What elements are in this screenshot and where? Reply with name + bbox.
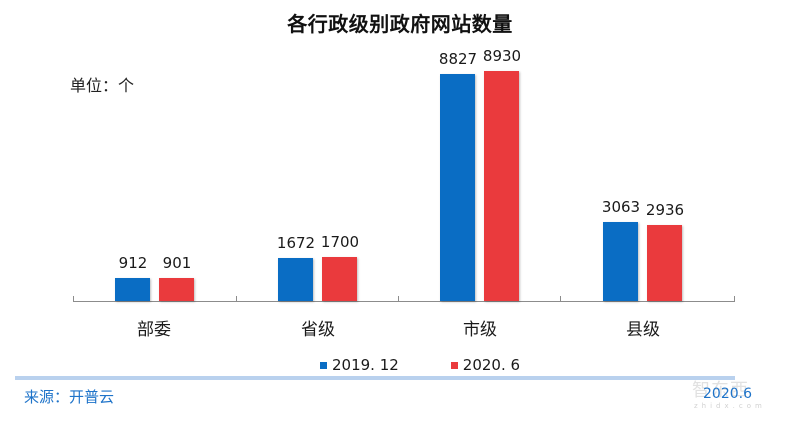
date-label: 2020.6 (703, 386, 752, 402)
bar-2020-county (647, 225, 682, 301)
legend-swatch-red-icon (450, 361, 458, 369)
value-label: 2936 (645, 201, 685, 219)
legend-swatch-blue-icon (320, 361, 327, 369)
legend-item-2020: 2020. 6 (450, 356, 521, 374)
axis-tick (398, 296, 399, 302)
bar-2020-bw (159, 278, 194, 301)
category-label-bw: 部委 (137, 320, 171, 340)
watermark-url: zhidx.com (694, 402, 766, 410)
value-label: 1672 (276, 234, 316, 252)
category-label-province: 省级 (301, 320, 335, 340)
category-label-county: 县级 (626, 320, 660, 340)
axis-tick (73, 296, 74, 302)
axis-tick (734, 296, 735, 302)
bar-2019-city (440, 74, 475, 301)
x-axis-line (73, 301, 735, 302)
value-label: 1700 (320, 233, 360, 251)
value-label: 8827 (438, 50, 478, 68)
category-label-city: 市级 (463, 320, 497, 340)
bar-2020-province (322, 257, 357, 301)
axis-tick (236, 296, 237, 302)
axis-tick (560, 296, 561, 302)
value-label: 3063 (601, 198, 641, 216)
watermark-logo: 智东西 (692, 380, 749, 401)
bar-2019-province (278, 258, 313, 301)
footer-divider (15, 376, 735, 380)
value-label: 912 (118, 254, 148, 272)
value-label: 901 (162, 254, 192, 272)
legend-item-2019: 2019. 12 (320, 356, 399, 374)
chart-title: 各行政级别政府网站数量 (287, 12, 513, 36)
value-label: 8930 (482, 47, 522, 65)
legend-label: 2019. 12 (332, 356, 399, 374)
bar-2020-city (484, 71, 519, 301)
unit-label: 单位：个 (70, 76, 135, 95)
source-label: 来源：开普云 (24, 388, 115, 406)
bar-2019-county (603, 222, 638, 301)
legend-label: 2020. 6 (462, 356, 521, 374)
bar-2019-bw (115, 278, 150, 301)
chart-legend: 2019. 12 2020. 6 (320, 355, 572, 375)
